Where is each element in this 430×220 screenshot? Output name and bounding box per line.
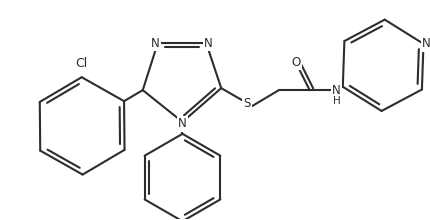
Text: O: O xyxy=(290,56,300,69)
Text: Cl: Cl xyxy=(75,57,87,70)
Text: H: H xyxy=(332,96,340,106)
Text: N: N xyxy=(332,84,340,97)
Text: N: N xyxy=(203,37,212,50)
Text: N: N xyxy=(151,37,160,50)
Text: N: N xyxy=(178,117,187,130)
Text: S: S xyxy=(243,97,250,110)
Text: N: N xyxy=(421,37,430,50)
